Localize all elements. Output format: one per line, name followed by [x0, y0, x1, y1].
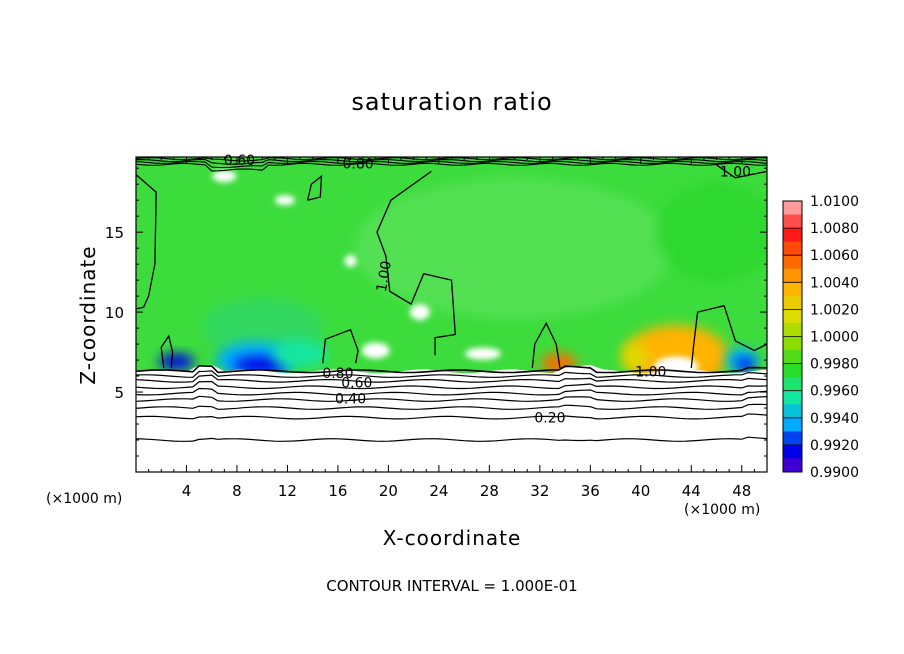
contour-labels: 0.60 0.80 1.001.000.800.600.400.201.00	[224, 153, 751, 426]
contour-line	[136, 370, 767, 378]
x-tick-label: 12	[278, 482, 297, 500]
colorbar-swatch	[783, 431, 802, 446]
contour-label: 0.80	[343, 156, 374, 172]
colorbar-label: 1.0020	[810, 302, 859, 318]
colorbar-swatch	[783, 322, 802, 337]
contour-line	[322, 328, 359, 364]
dry-pocket	[409, 304, 430, 321]
dry-pocket	[212, 170, 237, 183]
colorbar-swatch	[783, 214, 802, 229]
contour-line	[690, 304, 767, 369]
field-patch	[354, 178, 675, 319]
chart-title: saturation ratio	[351, 88, 553, 116]
y-tick-label: 5	[114, 384, 124, 402]
contour-line	[136, 380, 767, 390]
saturation-field	[136, 157, 767, 472]
colorbar-swatch	[783, 295, 802, 310]
contour-line	[136, 162, 767, 172]
contour-label: 0.20	[534, 411, 565, 427]
subsaturation-core	[233, 356, 286, 373]
colorbar-label: 0.9900	[810, 465, 859, 481]
contour-line	[376, 170, 456, 356]
contour-label: 1.00	[720, 164, 751, 180]
contour-line	[716, 164, 767, 179]
colorbar-swatch	[783, 268, 802, 283]
dry-pocket	[361, 342, 390, 359]
contour-label: 0.80	[322, 366, 353, 382]
contour-line	[136, 364, 767, 374]
field-patch	[656, 182, 767, 283]
contour-label: 1.00	[374, 260, 395, 293]
colorbar-label: 1.0040	[810, 275, 859, 291]
x-unit-label-right: (×1000 m)	[684, 502, 761, 518]
contour-line	[136, 395, 767, 402]
dry-pocket	[465, 347, 502, 360]
contour-line	[160, 334, 174, 369]
contour-line	[531, 321, 561, 369]
dry-pocket	[344, 254, 357, 267]
colorbar-label: 1.0080	[810, 221, 859, 237]
contour-lines	[136, 157, 767, 442]
contour-line	[136, 374, 767, 383]
dry-layer	[136, 364, 767, 472]
x-tick-label: 8	[232, 482, 242, 500]
x-tick-label: 24	[429, 482, 448, 500]
colorbar-label: 1.0100	[810, 194, 859, 210]
contour-label: 0.60	[224, 153, 255, 169]
x-tick-label: 4	[182, 482, 192, 500]
contour-line	[136, 387, 767, 396]
contour-line	[306, 174, 323, 201]
contour-line	[136, 436, 767, 442]
colorbar-swatch	[783, 350, 802, 365]
colorbar-label: 1.0000	[810, 330, 859, 346]
x-tick-label: 44	[682, 482, 701, 500]
colorbar-swatch	[783, 377, 802, 392]
colorbar-swatch	[783, 241, 802, 256]
colorbar-swatch	[783, 404, 802, 419]
colorbar-label: 1.0060	[810, 248, 859, 264]
x-tick-label: 16	[328, 482, 347, 500]
x-axis-label: X-coordinate	[382, 526, 522, 550]
x-tick-label: 20	[379, 482, 398, 500]
contour-interval-note: CONTOUR INTERVAL = 1.000E-01	[326, 577, 578, 595]
supersaturation-patch	[622, 342, 647, 371]
colorbar: 1.0100 1.0080 1.0060 1.0040 1.0020 1.0000 0.99…	[782, 194, 859, 481]
y-tick-label: 10	[105, 304, 124, 322]
x-tick-label: 32	[530, 482, 549, 500]
contour-label: 0.40	[335, 391, 366, 407]
contour-line	[136, 160, 767, 169]
colorbar-label: 0.9940	[810, 411, 859, 427]
subsaturation-patch	[272, 339, 329, 368]
contour-label: 0.60	[341, 375, 372, 391]
x-unit-label-left: (×1000 m)	[46, 491, 123, 507]
colorbar-label: 0.9920	[810, 438, 859, 454]
subsaturation-core	[158, 353, 195, 370]
colorbar-swatch	[783, 458, 802, 473]
contour-label: 1.00	[635, 364, 666, 380]
x-tick-label: 36	[581, 482, 600, 500]
y-tick-label: 15	[105, 224, 124, 242]
x-tick-label: 48	[732, 482, 751, 500]
dry-pocket	[274, 195, 295, 206]
contour-line	[136, 174, 157, 310]
colorbar-label: 0.9980	[810, 357, 859, 373]
x-tick-label: 28	[480, 482, 499, 500]
colorbar-label: 0.9960	[810, 384, 859, 400]
contour-line	[136, 413, 767, 420]
x-tick-label: 40	[631, 482, 650, 500]
contour-line	[136, 403, 767, 410]
